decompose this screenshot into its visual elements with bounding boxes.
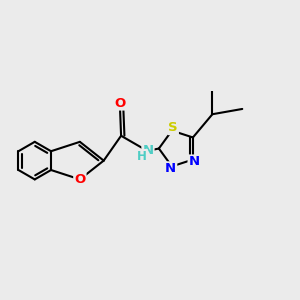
Text: O: O xyxy=(114,97,125,110)
Text: N: N xyxy=(165,162,176,175)
Text: N: N xyxy=(142,144,154,157)
Text: O: O xyxy=(74,173,86,186)
Text: N: N xyxy=(189,155,200,169)
Text: S: S xyxy=(168,121,178,134)
Text: H: H xyxy=(137,150,147,163)
